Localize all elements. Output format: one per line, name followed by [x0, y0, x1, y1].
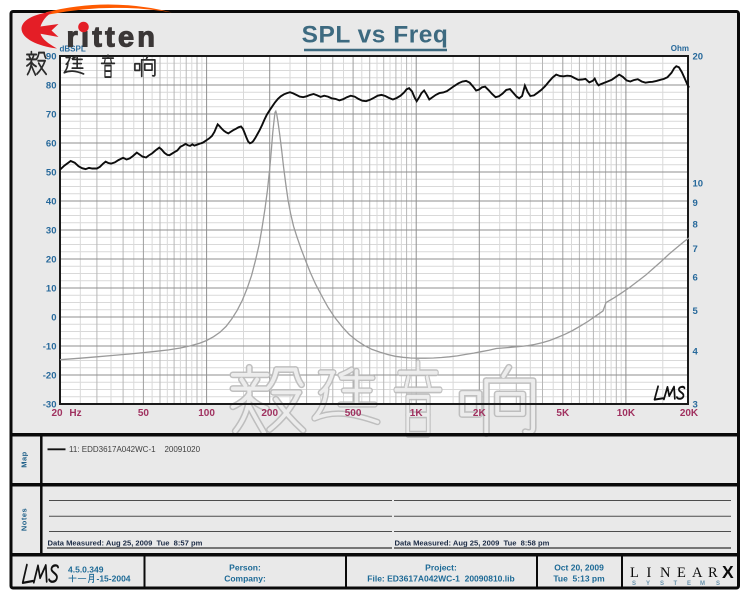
svg-text:N: N	[660, 565, 671, 581]
svg-text:20: 20	[693, 52, 704, 63]
svg-text:11: EDD3617A042WC-1 2009102: 11: EDD3617A042WC-1 20091020	[69, 445, 201, 454]
svg-text:Data Measured: Aug 25, 2009 T: Data Measured: Aug 25, 2009 Tue 8:57 pm	[48, 539, 203, 548]
svg-text:30: 30	[46, 226, 57, 237]
svg-text:70: 70	[46, 110, 57, 121]
svg-text:2K: 2K	[473, 408, 487, 419]
svg-text:-10: -10	[43, 342, 57, 353]
svg-text:Oct 20, 2009: Oct 20, 2009	[554, 563, 604, 573]
svg-text:4: 4	[693, 347, 699, 358]
svg-text:Tue 5:13 pm: Tue 5:13 pm	[553, 574, 605, 584]
svg-text:Person:: Person:	[229, 563, 261, 573]
svg-text:1K: 1K	[410, 408, 424, 419]
svg-text:20: 20	[51, 408, 63, 419]
svg-text:60: 60	[46, 139, 57, 150]
svg-text:Notes: Notes	[20, 508, 29, 531]
svg-text:Project:: Project:	[425, 563, 457, 573]
svg-text:I: I	[647, 565, 652, 581]
svg-text:5: 5	[693, 306, 699, 317]
svg-text:S: S	[716, 581, 720, 587]
svg-text:6: 6	[693, 272, 698, 283]
svg-text:20: 20	[46, 255, 57, 266]
svg-text:-30: -30	[43, 400, 57, 411]
svg-text:10: 10	[693, 179, 704, 190]
svg-text:200: 200	[261, 408, 278, 419]
svg-text:X: X	[722, 562, 734, 582]
svg-text:10K: 10K	[617, 408, 636, 419]
svg-text:0: 0	[51, 313, 56, 324]
svg-text:M: M	[700, 581, 705, 587]
svg-text:File: ED3617A042WC-1 20090810: File: ED3617A042WC-1 20090810.lib	[367, 574, 514, 584]
svg-text:8: 8	[693, 220, 698, 231]
svg-text:80: 80	[46, 81, 57, 92]
svg-text:9: 9	[693, 198, 698, 209]
svg-text:3: 3	[693, 400, 698, 411]
svg-text:R: R	[708, 565, 718, 581]
svg-text:20K: 20K	[680, 408, 699, 419]
svg-text:-15-2004: -15-2004	[97, 574, 131, 584]
svg-text:E: E	[687, 581, 691, 587]
svg-text:5K: 5K	[556, 408, 570, 419]
svg-text:500: 500	[345, 408, 362, 419]
svg-text:L: L	[630, 565, 639, 581]
svg-text:S: S	[660, 581, 664, 587]
svg-text:50: 50	[46, 168, 57, 179]
svg-text:S: S	[632, 581, 636, 587]
svg-text:Map: Map	[20, 451, 29, 468]
svg-text:90: 90	[46, 52, 57, 63]
svg-text:50: 50	[138, 408, 150, 419]
svg-text:E: E	[677, 565, 686, 581]
svg-text:7: 7	[693, 244, 698, 255]
svg-text:-20: -20	[43, 371, 57, 382]
svg-text:T: T	[674, 581, 678, 587]
svg-text:4.5.0.349: 4.5.0.349	[68, 565, 104, 575]
svg-text:10: 10	[46, 284, 57, 295]
svg-text:Y: Y	[646, 581, 650, 587]
svg-text:SPL vs Freq: SPL vs Freq	[302, 21, 449, 48]
svg-text:100: 100	[198, 408, 215, 419]
svg-text:40: 40	[46, 197, 57, 208]
svg-text:Ohm: Ohm	[671, 44, 689, 53]
svg-text:A: A	[692, 565, 703, 581]
svg-text:dBSPL: dBSPL	[60, 45, 86, 54]
svg-text:Data Measured: Aug 25, 2009 T: Data Measured: Aug 25, 2009 Tue 8:58 pm	[395, 539, 550, 548]
svg-text:Company:: Company:	[224, 574, 266, 584]
svg-text:Hz: Hz	[69, 408, 81, 419]
